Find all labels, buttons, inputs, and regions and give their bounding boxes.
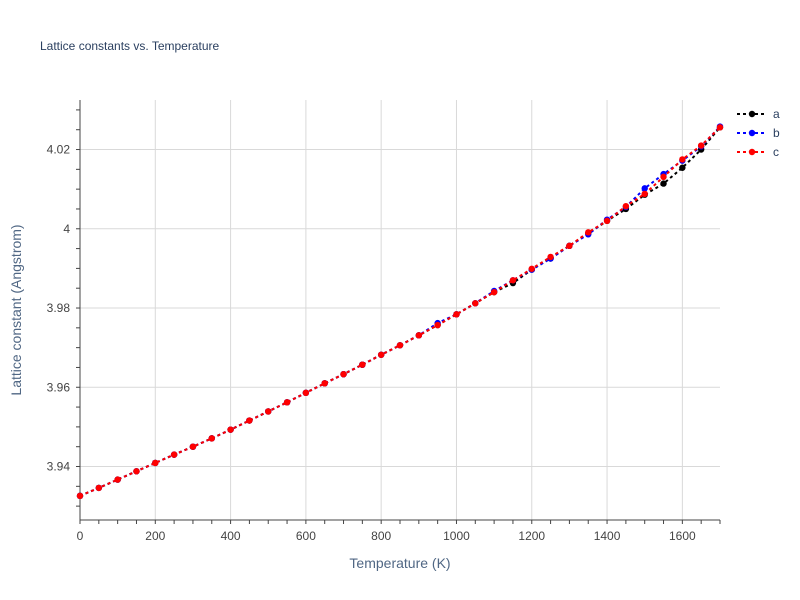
data-point-c-29 xyxy=(622,202,630,210)
data-point-c-28 xyxy=(603,217,611,225)
data-point-c-11 xyxy=(283,399,291,406)
data-point-c-3 xyxy=(133,468,140,475)
data-point-c-17 xyxy=(396,342,404,349)
data-point-c-15 xyxy=(359,361,366,368)
legend-label-b: b xyxy=(773,126,780,140)
data-point-c-20 xyxy=(453,311,460,318)
data-point-a-32 xyxy=(679,164,686,171)
data-point-c-26 xyxy=(566,242,573,250)
x-tick-label-3: 600 xyxy=(296,529,316,543)
legend-item-a[interactable]: a xyxy=(737,107,780,121)
legend-swatch-marker-a xyxy=(748,110,756,118)
data-point-c-30 xyxy=(641,190,648,198)
data-point-c-6 xyxy=(189,443,197,450)
y-tick-label-1: 3.96 xyxy=(47,380,71,394)
legend-swatch-marker-b xyxy=(748,129,756,137)
axes xyxy=(76,100,721,524)
series-line-c xyxy=(79,126,721,497)
x-tick-label-4: 800 xyxy=(371,529,391,543)
data-point-b-30 xyxy=(641,185,648,192)
legend-item-c[interactable]: c xyxy=(737,145,779,159)
data-point-c-33 xyxy=(697,142,705,149)
y-axis-title: Lattice constant (Angstrom) xyxy=(8,224,24,395)
data-point-c-9 xyxy=(246,417,253,424)
x-tick-label-8: 1600 xyxy=(669,529,696,543)
legend-label-c: c xyxy=(773,145,779,159)
data-point-c-19 xyxy=(434,321,441,329)
legend-item-b[interactable]: b xyxy=(737,126,780,140)
data-point-c-7 xyxy=(208,435,215,442)
data-point-a-31 xyxy=(660,180,667,187)
data-point-c-18 xyxy=(415,332,423,339)
legend-label-a: a xyxy=(773,107,780,121)
data-point-c-5 xyxy=(170,451,178,458)
data-point-c-24 xyxy=(528,265,535,272)
legend-swatch-marker-c xyxy=(748,148,756,156)
data-point-c-12 xyxy=(302,389,310,397)
x-tick-label-0: 0 xyxy=(77,529,84,543)
data-point-c-10 xyxy=(265,408,272,415)
series-c xyxy=(76,124,724,500)
grid xyxy=(79,100,720,520)
data-point-c-0 xyxy=(76,492,84,500)
x-tick-labels: 0 200 400 600 800 1000 1200 1400 1600 xyxy=(77,529,696,543)
data-point-c-4 xyxy=(152,459,159,467)
data-point-c-16 xyxy=(377,351,385,358)
legend[interactable]: abc xyxy=(737,107,780,159)
data-point-c-32 xyxy=(679,156,686,163)
chart-title: Lattice constants vs. Temperature xyxy=(40,39,220,53)
data-point-c-8 xyxy=(227,426,234,433)
data-point-c-13 xyxy=(321,380,328,387)
x-tick-label-5: 1000 xyxy=(443,529,470,543)
x-tick-label-2: 400 xyxy=(221,529,241,543)
data-point-c-31 xyxy=(660,173,667,181)
x-tick-label-1: 200 xyxy=(145,529,165,543)
y-tick-labels: 3.94 3.96 3.98 4 4.02 xyxy=(47,143,71,474)
y-tick-label-2: 3.98 xyxy=(47,301,71,315)
data-point-c-22 xyxy=(490,288,498,296)
x-tick-label-6: 1200 xyxy=(518,529,545,543)
data-point-c-1 xyxy=(95,484,103,492)
data-point-c-25 xyxy=(547,253,554,261)
y-tick-label-4: 4.02 xyxy=(47,143,71,157)
x-axis-title: Temperature (K) xyxy=(349,555,450,571)
data-point-c-2 xyxy=(114,476,121,483)
data-point-c-14 xyxy=(340,370,347,378)
series-group xyxy=(76,123,724,500)
data-point-c-21 xyxy=(472,300,479,307)
x-tick-label-7: 1400 xyxy=(594,529,621,543)
data-point-c-34 xyxy=(716,124,724,131)
data-point-c-23 xyxy=(509,277,517,284)
y-tick-label-0: 3.94 xyxy=(47,460,71,474)
y-tick-label-3: 4 xyxy=(63,222,70,236)
data-point-c-27 xyxy=(585,229,592,236)
